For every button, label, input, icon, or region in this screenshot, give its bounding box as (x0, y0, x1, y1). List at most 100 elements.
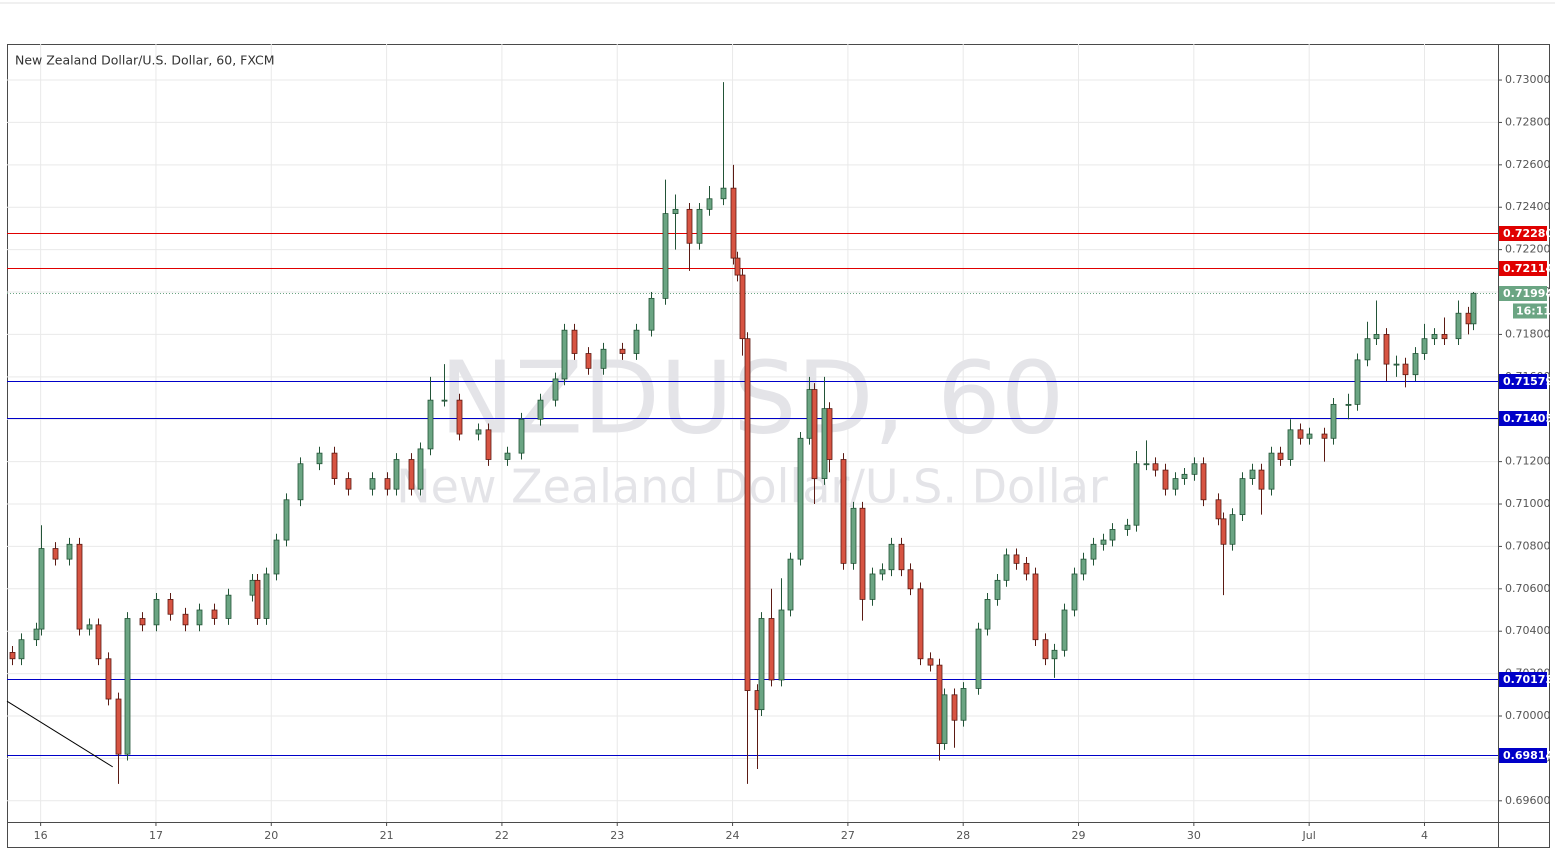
last-price-tag (1499, 286, 1547, 301)
candle-body (1133, 463, 1140, 526)
candle-body (1100, 539, 1107, 545)
candle-body (960, 688, 967, 721)
candle-body (1220, 518, 1227, 545)
candle-body (1268, 452, 1275, 490)
candle-body (1321, 433, 1328, 439)
candle-body (1124, 524, 1131, 530)
countdown-tag (1513, 303, 1547, 319)
candle-body (672, 208, 679, 214)
candle-body (1330, 403, 1337, 439)
candle-body (994, 579, 1001, 600)
candle-body (537, 399, 544, 420)
candle-body (768, 618, 775, 681)
candle-body (485, 429, 492, 460)
candle-body (1172, 478, 1179, 490)
candle-body (384, 478, 391, 490)
x-tick-label: 22 (495, 829, 509, 842)
candle-body (18, 639, 25, 660)
y-tick-label: 0.70000 (1505, 709, 1551, 722)
candle-body (1003, 554, 1010, 581)
candle-body (1152, 463, 1159, 471)
candle-body (739, 274, 746, 340)
candle-body (254, 579, 261, 619)
y-tick-label: 0.70400 (1505, 624, 1551, 637)
candle-body (907, 569, 914, 590)
candle-body (504, 452, 511, 460)
candle-body (706, 198, 713, 210)
x-tick-label: Jul (1302, 829, 1316, 842)
candle-body (869, 573, 876, 600)
candle-body (686, 208, 693, 244)
level-label: 0.70173 (1503, 673, 1553, 686)
candle-body (1258, 469, 1265, 490)
candles (9, 82, 1477, 784)
candle-body (811, 389, 818, 479)
candle-body (696, 208, 703, 244)
candle-body (153, 599, 160, 626)
axes: 0.696000.698000.700000.702000.704000.706… (34, 73, 1554, 842)
candle-body (124, 618, 131, 755)
candle-body (826, 408, 833, 460)
candle-body (1421, 338, 1428, 354)
candle-body (1455, 312, 1462, 340)
candle-body (417, 448, 424, 490)
candle-body (1013, 554, 1020, 564)
candle-body (850, 507, 857, 564)
candle-body (730, 187, 737, 259)
candle-body (441, 399, 448, 402)
candle-body (1023, 562, 1030, 575)
candle-body (1143, 463, 1150, 466)
countdown-label: 16:11 (1516, 305, 1551, 318)
y-tick-label: 0.71200 (1505, 455, 1551, 468)
x-tick-label: 29 (1072, 829, 1086, 842)
candle-body (1090, 543, 1097, 560)
candle-body (167, 599, 174, 615)
y-tick-label: 0.70800 (1505, 539, 1551, 552)
candle-body (1354, 359, 1361, 405)
candle-body (393, 459, 400, 490)
level-tag (1499, 374, 1547, 389)
candle-body (1181, 473, 1188, 479)
candle-body (1345, 403, 1352, 406)
candle-body (917, 588, 924, 660)
candle-body (211, 609, 218, 619)
candle-body (427, 399, 434, 450)
candle-body (840, 459, 847, 564)
grid (7, 44, 1498, 822)
y-tick-label: 0.69600 (1505, 794, 1551, 807)
candle-body (1239, 478, 1246, 516)
candle-body (1249, 469, 1256, 479)
candle-body (1191, 463, 1198, 475)
level-label: 0.71579 (1503, 375, 1553, 388)
y-tick-label: 0.72200 (1505, 243, 1551, 256)
level-label: 0.69814 (1503, 749, 1553, 762)
candle-body (1287, 429, 1294, 460)
candle-body (1306, 433, 1313, 439)
candle-body (408, 459, 415, 490)
y-tick-label: 0.70600 (1505, 582, 1551, 595)
candle-body (518, 418, 525, 454)
x-tick-label: 28 (956, 829, 970, 842)
candle-body (1364, 338, 1371, 361)
candle-body (95, 624, 102, 660)
level-tag (1499, 748, 1547, 763)
candle-body (76, 543, 83, 630)
x-tick-label: 17 (149, 829, 163, 842)
candle-body (139, 618, 146, 626)
candle-body (662, 213, 669, 299)
last-price-label: 0.71994 (1503, 287, 1553, 300)
candle-body (561, 329, 568, 380)
trendline (6, 700, 113, 768)
y-tick-label: 0.71000 (1505, 497, 1551, 510)
candle-body (1229, 514, 1236, 545)
candle-body (86, 624, 93, 630)
candle-body (898, 543, 905, 571)
candle-body (552, 378, 559, 401)
x-tick-label: 16 (34, 829, 48, 842)
candle-body (249, 579, 256, 596)
level-label: 0.72114 (1503, 262, 1553, 275)
candle-body (1297, 429, 1304, 439)
candle-body (951, 694, 958, 721)
